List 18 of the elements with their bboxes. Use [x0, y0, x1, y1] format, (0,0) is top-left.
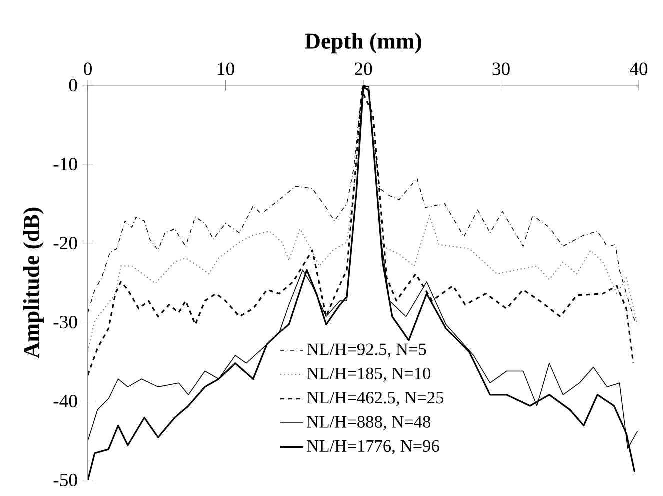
y-tick-label: -10 [54, 158, 78, 171]
legend-label: NL/H=92.5, N=5 [307, 344, 426, 358]
legend-label: NL/H=888, N=48 [307, 416, 431, 430]
legend-label: NL/H=462.5, N=25 [307, 392, 444, 406]
x-tick-label: 0 [84, 62, 92, 76]
y-tick-label: -50 [54, 474, 78, 486]
y-tick-label: -20 [54, 236, 78, 250]
y-tick-label: -30 [54, 316, 78, 328]
x-tick-label: 30 [492, 62, 510, 76]
x-tick-label: 10 [218, 62, 234, 76]
y-tick-label: 0 [69, 78, 78, 92]
x-tick-label: 20 [354, 62, 372, 76]
legend-label: NL/H=1776, N=96 [307, 440, 440, 454]
legend-label: NL/H=185, N=10 [307, 368, 431, 382]
y-axis-title: Amplitude (dB) [23, 208, 44, 358]
x-tick-label: 40 [630, 62, 648, 76]
x-axis-title: Depth (mm) [305, 32, 422, 54]
y-tick-label: -40 [54, 394, 78, 408]
